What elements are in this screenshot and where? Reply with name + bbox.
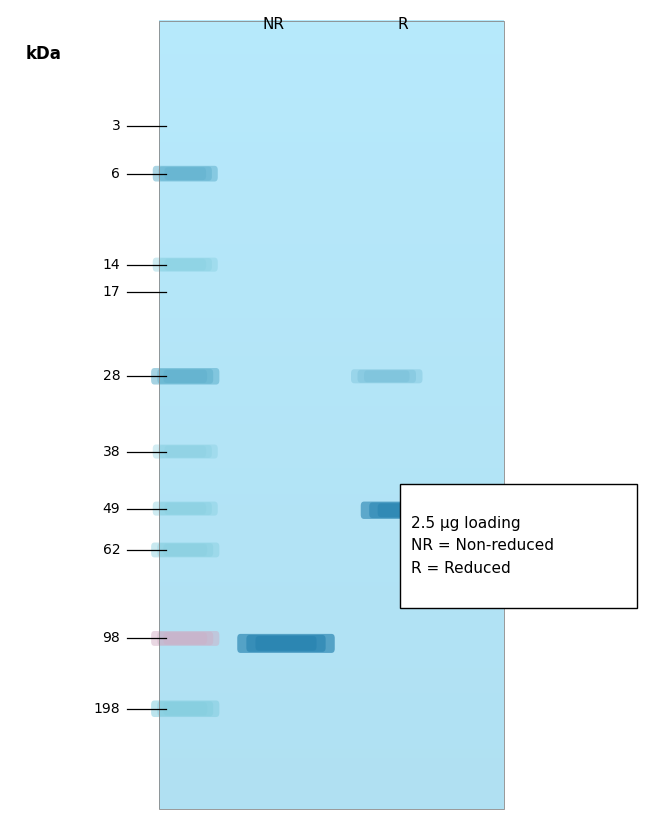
FancyBboxPatch shape <box>164 446 206 457</box>
FancyBboxPatch shape <box>255 636 317 651</box>
FancyBboxPatch shape <box>151 368 219 385</box>
FancyBboxPatch shape <box>151 543 219 557</box>
FancyBboxPatch shape <box>159 258 212 271</box>
FancyBboxPatch shape <box>164 167 206 180</box>
FancyBboxPatch shape <box>246 635 326 652</box>
FancyBboxPatch shape <box>164 259 206 270</box>
FancyBboxPatch shape <box>164 702 207 715</box>
Bar <box>159 21 504 809</box>
FancyBboxPatch shape <box>164 544 207 556</box>
Text: 6: 6 <box>111 167 120 180</box>
FancyBboxPatch shape <box>151 700 219 717</box>
FancyBboxPatch shape <box>358 370 416 383</box>
FancyBboxPatch shape <box>157 701 213 716</box>
FancyBboxPatch shape <box>364 370 410 382</box>
Text: 17: 17 <box>103 285 120 299</box>
FancyBboxPatch shape <box>157 632 213 645</box>
Text: 49: 49 <box>103 502 120 515</box>
FancyBboxPatch shape <box>159 166 212 181</box>
Text: 198: 198 <box>94 702 120 715</box>
Text: 28: 28 <box>103 370 120 383</box>
Text: 14: 14 <box>103 258 120 271</box>
FancyBboxPatch shape <box>157 369 213 384</box>
Text: 62: 62 <box>103 543 120 557</box>
FancyBboxPatch shape <box>164 503 206 514</box>
FancyBboxPatch shape <box>164 370 207 383</box>
Text: 98: 98 <box>103 632 120 645</box>
FancyBboxPatch shape <box>164 633 207 644</box>
Text: 38: 38 <box>103 445 120 458</box>
FancyBboxPatch shape <box>361 501 452 519</box>
FancyBboxPatch shape <box>153 501 218 516</box>
FancyBboxPatch shape <box>153 257 218 271</box>
FancyBboxPatch shape <box>378 504 435 517</box>
FancyBboxPatch shape <box>151 631 219 646</box>
Text: kDa: kDa <box>26 45 62 64</box>
Text: 2.5 μg loading
NR = Non-reduced
R = Reduced: 2.5 μg loading NR = Non-reduced R = Redu… <box>411 516 554 576</box>
FancyBboxPatch shape <box>153 445 218 458</box>
FancyBboxPatch shape <box>351 369 422 384</box>
FancyBboxPatch shape <box>157 543 213 557</box>
FancyBboxPatch shape <box>153 165 218 181</box>
Text: R: R <box>398 17 408 31</box>
FancyBboxPatch shape <box>159 445 212 458</box>
FancyBboxPatch shape <box>237 633 335 653</box>
Text: NR: NR <box>262 17 284 31</box>
FancyBboxPatch shape <box>159 502 212 515</box>
FancyBboxPatch shape <box>369 503 443 518</box>
Bar <box>400 484 637 608</box>
Text: 3: 3 <box>112 119 120 132</box>
